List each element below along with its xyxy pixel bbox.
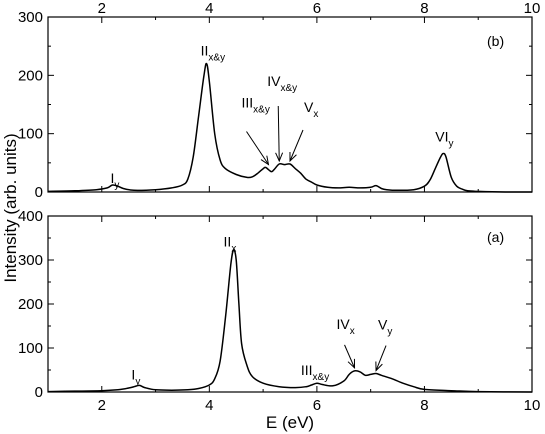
y-axis-title: Intensity (arb. units): [1, 133, 20, 282]
panel-b-y-tick-label: 300: [18, 9, 43, 26]
panel-a-x-tick-label: 8: [420, 397, 428, 414]
panel-b-top-tick-label: 10: [524, 0, 541, 17]
panel-a-x-tick-label: 10: [524, 397, 541, 414]
panel-b-annotation-arrowhead: [275, 152, 284, 163]
panel-a-label: (a): [487, 229, 504, 245]
panel-b-label: (b): [487, 33, 504, 49]
panel-b-annotation-label: Iy: [111, 170, 120, 191]
panel-b-annotation-label: Vx: [304, 99, 318, 120]
panel-b-annotation-label: IVx&y: [267, 73, 297, 94]
panel-b-series-line: [47, 62, 533, 193]
panel-a-annotation-label: IIx: [224, 233, 237, 254]
panel-a-y-tick-label: 400: [18, 208, 43, 225]
panel-a-annotation-arrowhead: [347, 358, 356, 370]
panel-b-annotation-label: IIIx&y: [241, 95, 269, 116]
panel-a-x-tick-label: 6: [313, 397, 321, 414]
panel-b-y-tick-label: 100: [18, 126, 43, 143]
panel-a-annotation-label: IIIx&y: [301, 362, 329, 383]
panel-a-annotation-arrowhead: [375, 361, 383, 372]
panel-a-series-line: [47, 249, 533, 393]
panel-b-y-tick-label: 0: [35, 184, 43, 201]
panel-b-annotation-label: VIy: [435, 129, 453, 150]
panel-a-x-tick-label: 2: [98, 397, 106, 414]
panel-b-top-tick-label: 6: [313, 0, 321, 17]
panel-b-top-tick-label: 8: [420, 0, 428, 17]
panel-b-annotation-arrow: [246, 131, 269, 165]
panel-a-annotation-label: Iy: [131, 366, 140, 387]
panel-b-annotation-arrowhead: [289, 151, 297, 163]
panel-b-annotation-label: IIx&y: [201, 43, 225, 64]
panel-a-y-tick-label: 100: [18, 340, 43, 357]
panel-a-y-tick-label: 0: [35, 384, 43, 401]
panel-a-annotation-label: IVx: [337, 316, 355, 337]
panel-b-y-tick-label: 200: [18, 67, 43, 84]
panel-b-annotation-arrow: [277, 105, 280, 162]
panel-b-top-tick-label: 4: [205, 0, 213, 17]
panel-b-chart: (b) 2 4 6 8 100100200300IyIIx&yIIIx&yIVx&yVx…: [18, 0, 540, 201]
panel-a-frame: [47, 215, 533, 393]
panel-a-y-tick-label: 300: [18, 252, 43, 269]
panel-a-annotation-arrow: [344, 344, 355, 369]
panel-b-annotation-arrowhead: [260, 155, 270, 166]
panel-a-annotation-label: Vy: [378, 317, 392, 338]
panel-a-y-tick-label: 200: [18, 296, 43, 313]
panel-a-x-tick-label: 4: [205, 397, 213, 414]
panel-b-top-tick-label: 2: [98, 0, 106, 17]
panel-a-annotation-arrow: [375, 345, 387, 371]
panel-b-annotation-arrow: [289, 129, 304, 162]
x-axis-title: E (eV): [266, 413, 314, 432]
panel-a-chart: (a) E (eV) 2 4 6 8 100100200300400IyIIxIIIx&…: [18, 208, 540, 432]
panel-b-frame: [47, 16, 533, 193]
